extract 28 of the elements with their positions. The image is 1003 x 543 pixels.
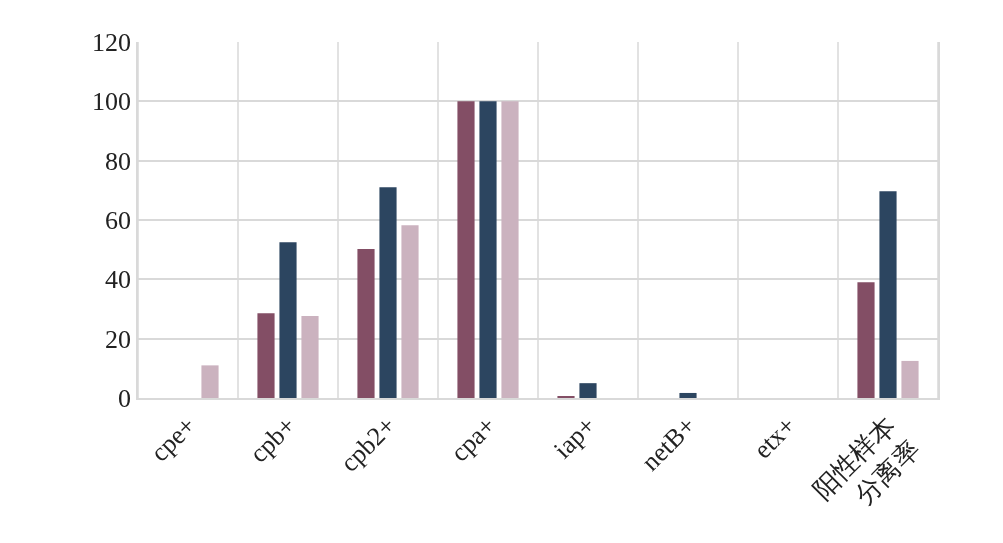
bar [501, 101, 519, 398]
x-tick-label: 阳性样本 分离率 [807, 410, 926, 511]
x-tick-label: iap+ [548, 410, 602, 465]
bar [301, 316, 319, 398]
bar [279, 242, 297, 398]
bar [879, 191, 897, 398]
x-tick-label: etx+ [748, 410, 802, 465]
bar [579, 383, 597, 398]
bar [679, 392, 697, 398]
x-tick-label: cpb+ [244, 410, 302, 469]
bar [457, 101, 475, 398]
y-tick-label: 60 [105, 206, 132, 236]
x-tick-label: cpa+ [445, 410, 502, 468]
bar [901, 360, 919, 398]
y-tick-label: 40 [105, 265, 132, 295]
y-tick-label: 80 [105, 146, 132, 176]
bar [201, 365, 219, 398]
bar [479, 101, 497, 398]
y-tick-label: 0 [118, 384, 132, 414]
y-tick-label: 100 [92, 87, 132, 117]
bar [379, 187, 397, 398]
bar [401, 225, 419, 398]
y-tick-label: 120 [92, 28, 132, 58]
bar [857, 282, 875, 398]
bar [357, 249, 375, 398]
y-tick-label: 20 [105, 324, 132, 354]
x-tick-label: cpe+ [145, 410, 202, 468]
bar [257, 313, 275, 398]
